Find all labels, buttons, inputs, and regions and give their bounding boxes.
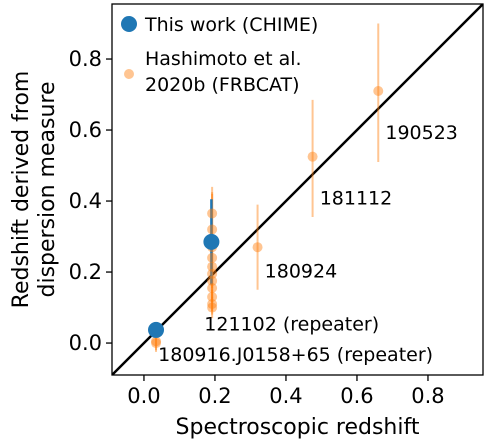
point-hashimoto-1 xyxy=(307,151,318,162)
point-hashimoto-15 xyxy=(151,338,162,349)
point-hashimoto-4 xyxy=(207,224,218,235)
point-hashimoto-11 xyxy=(207,291,218,302)
point-hashimoto-8 xyxy=(207,268,218,279)
y-axis-label: Redshift derived from dispersion measure xyxy=(9,71,60,309)
point-chime-1 xyxy=(203,233,220,250)
point-hashimoto-13 xyxy=(207,302,218,313)
annotation-2: 180924 xyxy=(265,260,338,282)
point-hashimoto-14 xyxy=(151,336,162,347)
annotation-3: 121102 (repeater) xyxy=(204,314,379,336)
legend-label-hashimoto-line-2: 2020b (FRBCAT) xyxy=(145,74,300,96)
point-hashimoto-6 xyxy=(207,252,218,263)
annotations-layer: 190523 181112 180924 121102 (repeater) 18091… xyxy=(158,122,458,366)
y-tick-label-1: 0.2 xyxy=(69,260,102,284)
identity-line xyxy=(112,4,483,375)
point-hashimoto-10 xyxy=(207,283,218,294)
point-hashimoto-2 xyxy=(252,242,263,253)
y-tick-label-0: 0.0 xyxy=(69,331,102,355)
y-tick-label-2: 0.4 xyxy=(69,189,102,213)
annotation-4: 180916.J0158+65 (repeater) xyxy=(158,344,433,366)
y-tick-label-4: 0.8 xyxy=(69,47,102,71)
point-hashimoto-9 xyxy=(207,275,218,286)
point-hashimoto-12 xyxy=(207,298,218,309)
annotation-0: 190523 xyxy=(385,122,458,144)
y-axis-label-line-2: dispersion measure xyxy=(35,81,60,297)
point-hashimoto-0 xyxy=(373,85,384,96)
identity-line-layer xyxy=(112,4,483,375)
legend-marker-hashimoto xyxy=(124,69,134,79)
y-axis-label-line-1: Redshift derived from xyxy=(9,71,34,309)
x-tick-label-4: 0.8 xyxy=(411,384,444,408)
legend: This work (CHIME) Hashimoto et al. 2020b (… xyxy=(121,14,318,96)
x-tick-label-3: 0.6 xyxy=(340,384,373,408)
point-hashimoto-3 xyxy=(207,208,218,219)
axes-layer: 0.0 0.2 0.4 0.6 0.8 0.0 0.2 0.4 0.6 0.8 Spectrosco… xyxy=(9,3,484,440)
point-chime-0 xyxy=(148,321,165,338)
x-tick-label-0: 0.0 xyxy=(127,384,160,408)
x-tick-label-2: 0.4 xyxy=(269,384,302,408)
x-axis-label: Spectroscopic redshift xyxy=(176,415,420,440)
y-tick-label-3: 0.6 xyxy=(69,118,102,142)
annotation-1: 181112 xyxy=(320,188,393,210)
plot-frame xyxy=(111,3,484,376)
legend-label-hashimoto-line-1: Hashimoto et al. xyxy=(145,48,302,70)
legend-marker-chime xyxy=(121,16,137,32)
points-layer xyxy=(148,85,384,349)
legend-label-chime: This work (CHIME) xyxy=(144,14,318,36)
point-hashimoto-7 xyxy=(207,261,218,272)
x-tick-label-1: 0.2 xyxy=(198,384,231,408)
